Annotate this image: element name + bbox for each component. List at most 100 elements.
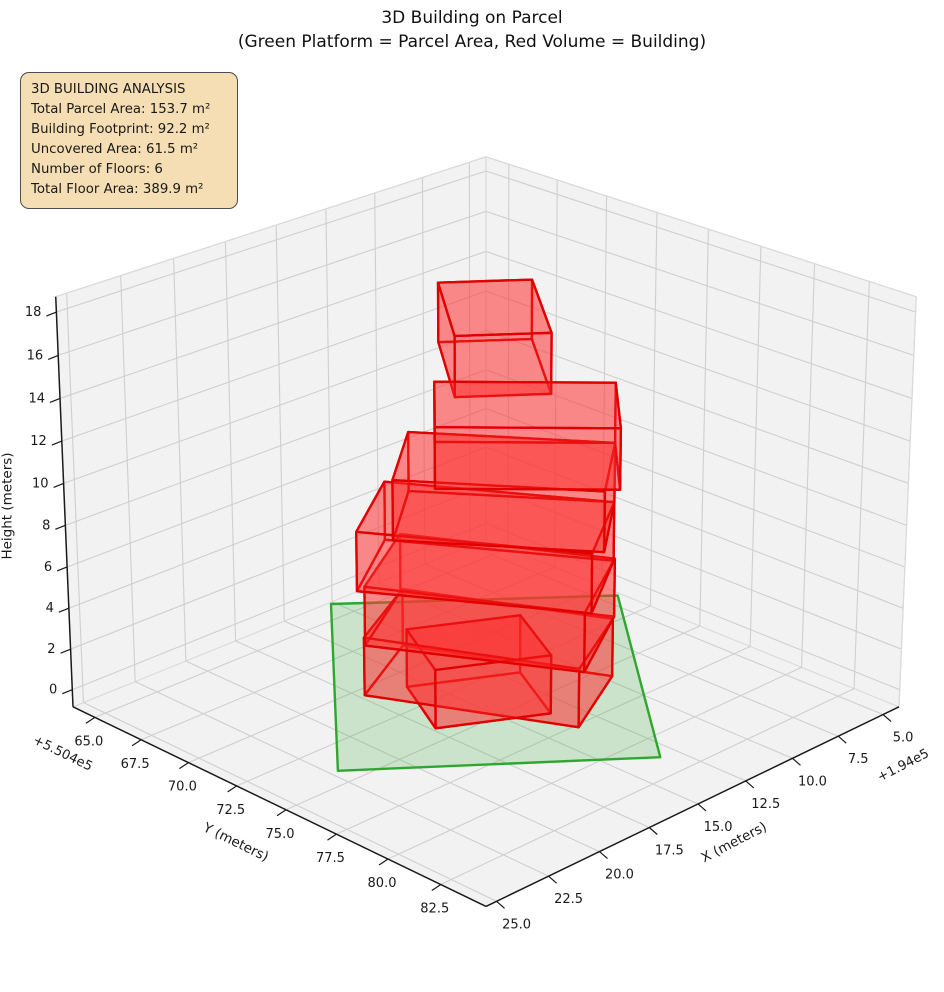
grid-z-left-wall (66, 408, 487, 568)
z-tick-label: 8 (42, 518, 50, 533)
chart-title: 3D Building on Parcel (Green Platform = … (0, 6, 944, 54)
grid-y-wall (801, 263, 816, 668)
grid-y-floor (440, 688, 855, 886)
grid-x-wall (120, 275, 136, 682)
y-tick-label: 82.5 (420, 902, 449, 917)
info-box-heading: 3D BUILDING ANALYSIS (31, 82, 186, 97)
z-axis-line (54, 296, 74, 707)
x-tick-mark (792, 757, 801, 766)
building-floor-face (391, 478, 607, 554)
y-axis-label: Y (meters) (200, 819, 271, 865)
grid-y-floor (236, 605, 651, 787)
z-tick-label: 10 (32, 476, 49, 491)
z-tick-mark (58, 607, 70, 613)
x-tick-label: 5.0 (893, 731, 914, 746)
x-tick-label: 15.0 (704, 820, 733, 835)
grid-y-wall (749, 246, 762, 647)
grid-y-floor (387, 666, 802, 860)
y-tick-label: 80.0 (368, 876, 397, 891)
grid-x-wall (224, 241, 237, 641)
building-floor-face (436, 278, 553, 338)
grid-y-wall (601, 196, 608, 587)
x-axis-offset-text: +1.94e5 (875, 746, 932, 785)
grid-y-wall (554, 179, 558, 568)
info-line-parcel-area: Total Parcel Area: 153.7 m² (31, 102, 211, 117)
grid-z-right-wall (485, 330, 909, 484)
z-tick-mark (60, 648, 71, 654)
chart-title-line2: (Green Platform = Parcel Area, Red Volum… (237, 32, 707, 52)
grid-x-wall (374, 193, 380, 583)
grid-y-wall (507, 164, 510, 549)
pane-edge-top-left (55, 156, 487, 298)
x-tick-mark (837, 735, 847, 744)
grid-y-floor (140, 566, 555, 741)
x-tick-label: 22.5 (554, 892, 583, 907)
y-tick-mark (327, 833, 337, 841)
grid-y-wall (649, 212, 658, 607)
z-tick-mark (56, 566, 68, 572)
z-tick-mark (49, 397, 61, 403)
y-tick-mark (276, 809, 287, 817)
z-tick-label: 18 (25, 305, 42, 320)
y-tick-label: 70.0 (168, 780, 197, 795)
grid-x-wall (468, 162, 471, 546)
x-tick-label: 20.0 (605, 868, 634, 883)
grid-x-wall (275, 225, 285, 622)
grid-z-right-wall (485, 446, 904, 609)
grid-z-right-wall (485, 250, 913, 399)
y-tick-mark (431, 884, 442, 892)
z-tick-label: 4 (46, 601, 54, 616)
z-tick-mark (51, 440, 63, 446)
z-tick-label: 12 (30, 434, 47, 449)
grid-z-left-wall (65, 369, 487, 526)
x-tick-label: 7.5 (848, 752, 869, 767)
grid-z-left-wall (58, 210, 487, 356)
x-tick-label: 10.0 (798, 774, 827, 789)
grid-y-floor (94, 547, 509, 718)
building-floor-face (433, 426, 623, 491)
z-tick-label: 14 (28, 391, 45, 406)
building-floor-face (355, 530, 594, 615)
info-line-uncovered: Uncovered Area: 61.5 m² (31, 142, 199, 157)
grid-z-right-wall (485, 369, 907, 526)
y-tick-mark (131, 739, 142, 747)
building-floor-face (434, 654, 553, 730)
grid-z-left-wall (63, 330, 487, 484)
y-axis-line (72, 706, 487, 908)
pane-edge-top-right (485, 156, 917, 298)
grid-y-floor (188, 585, 603, 764)
x-tick-label: 17.5 (655, 844, 684, 859)
x-tick-mark (745, 780, 755, 789)
grid-z-right-wall (485, 290, 911, 442)
y-tick-label: 72.5 (216, 803, 245, 818)
y-tick-mark (378, 858, 389, 866)
grid-x-floor (83, 702, 497, 902)
building-floor-face (433, 380, 623, 430)
grid-z-right-wall (485, 408, 906, 568)
x-tick-mark (599, 851, 608, 860)
z-tick-mark (47, 354, 59, 360)
y-tick-label: 65.0 (74, 734, 103, 749)
grid-y-floor (336, 645, 751, 835)
z-tick-mark (62, 689, 73, 695)
grid-x-wall (66, 293, 85, 703)
grid-z-left-wall (70, 484, 487, 650)
grid-x-wall (325, 208, 333, 602)
pane-edge-right-vertical (898, 296, 917, 707)
grid-y-wall (699, 229, 709, 627)
info-line-num-floors: Number of Floors: 6 (31, 162, 163, 177)
grid-z-left-wall (72, 522, 487, 691)
info-line-footprint: Building Footprint: 92.2 m² (31, 122, 210, 137)
analysis-info-box: 3D BUILDING ANALYSIS Total Parcel Area: … (20, 72, 238, 209)
z-tick-label: 6 (44, 560, 52, 575)
x-tick-mark (548, 875, 557, 884)
z-tick-label: 2 (47, 642, 55, 657)
grid-y-wall (853, 281, 870, 689)
z-tick-label: 16 (27, 348, 44, 363)
grid-x-wall (421, 177, 426, 565)
chart-title-line1: 3D Building on Parcel (381, 8, 563, 28)
x-axis-line (485, 706, 900, 908)
grid-z-right-wall (485, 484, 902, 650)
